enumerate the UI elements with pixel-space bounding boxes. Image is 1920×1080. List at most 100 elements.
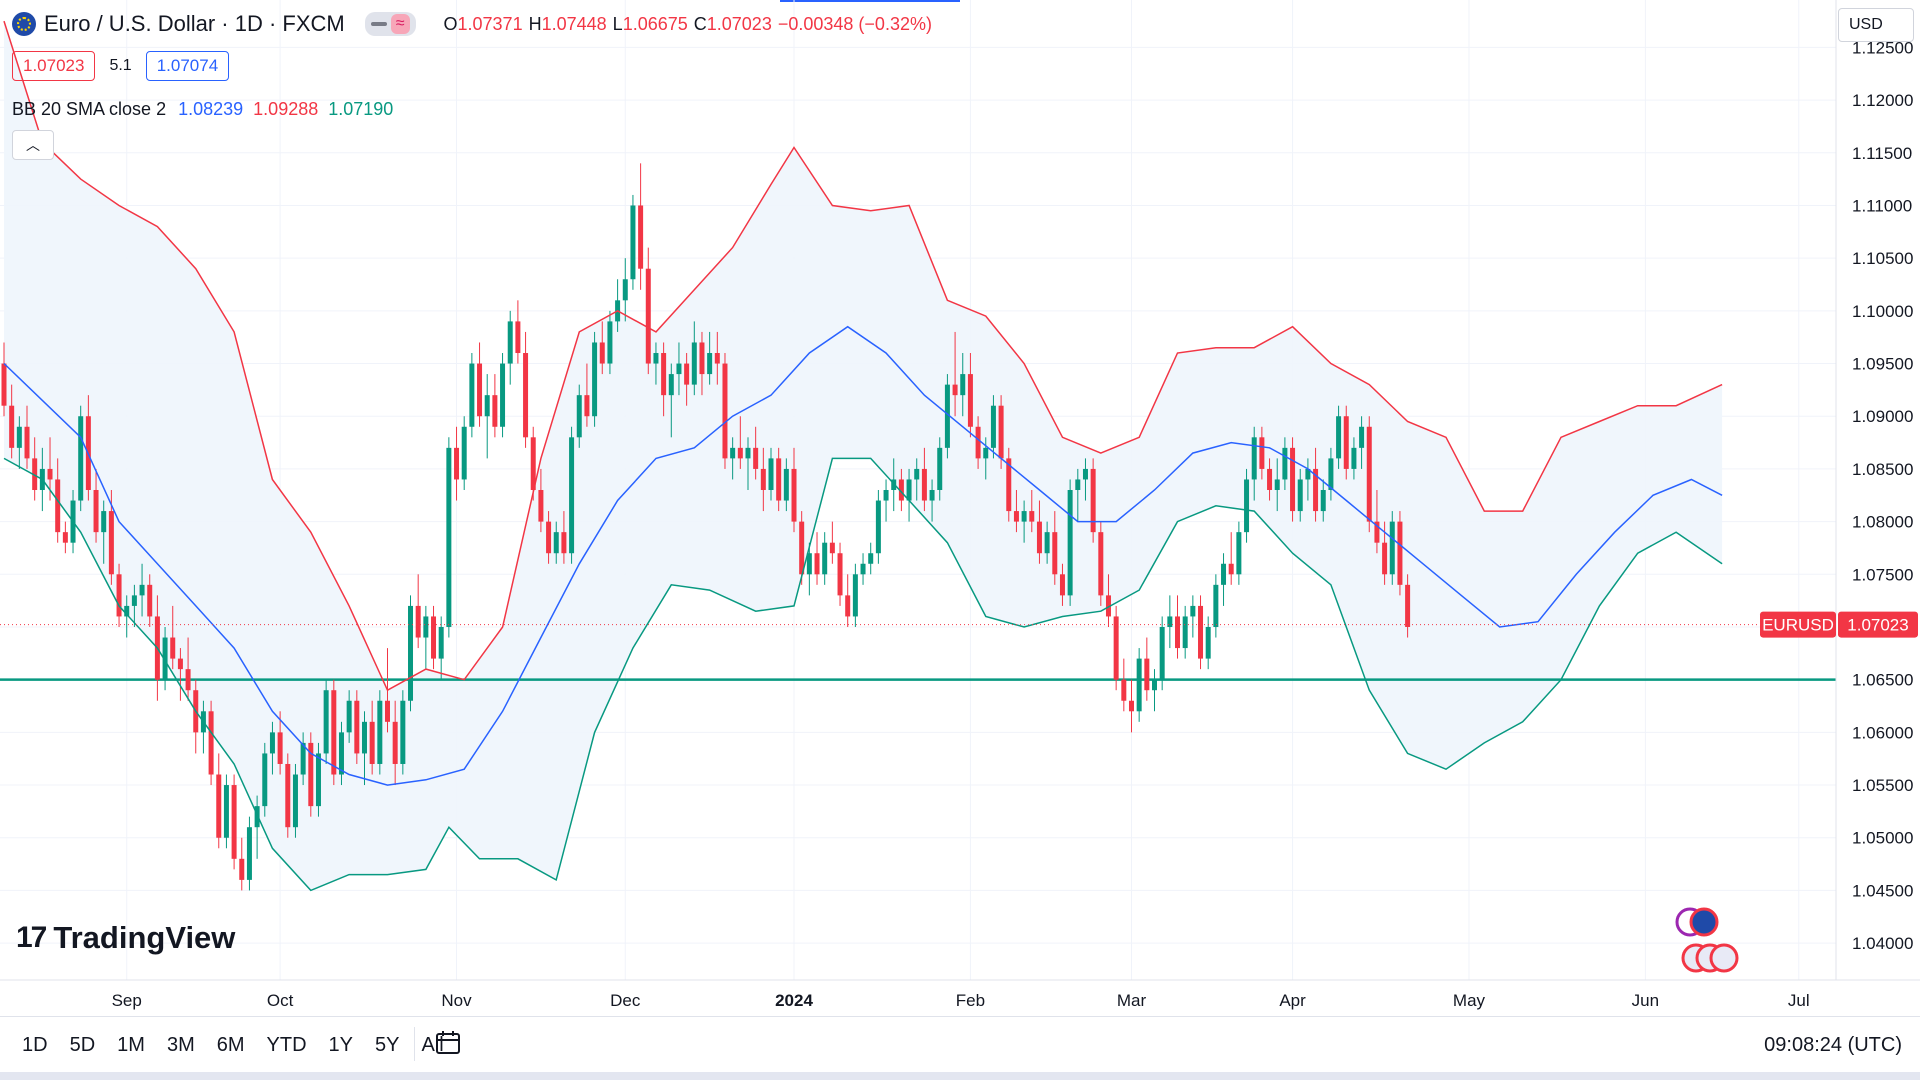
candle[interactable] [1152, 669, 1157, 712]
candle[interactable] [983, 437, 989, 480]
candle[interactable] [760, 447, 766, 512]
candle[interactable] [78, 405, 84, 512]
candle[interactable] [1389, 511, 1395, 585]
candle[interactable] [921, 447, 927, 512]
candle[interactable] [1297, 468, 1303, 522]
candle[interactable] [638, 163, 644, 290]
candle[interactable] [584, 363, 590, 427]
candle[interactable] [323, 679, 329, 764]
candle[interactable] [1075, 468, 1081, 522]
candle[interactable] [806, 542, 812, 596]
candle[interactable] [1013, 490, 1019, 533]
candle[interactable] [699, 331, 705, 396]
candle[interactable] [62, 521, 68, 554]
candle[interactable] [223, 774, 229, 849]
candle[interactable] [1351, 437, 1357, 480]
candle[interactable] [254, 795, 260, 859]
range-button-1d[interactable]: 1D [22, 1033, 48, 1056]
candle[interactable] [1036, 500, 1042, 564]
candle[interactable] [822, 532, 828, 585]
candle[interactable] [1144, 637, 1150, 701]
candle[interactable] [408, 595, 414, 712]
candle[interactable] [1006, 447, 1012, 522]
candle[interactable] [783, 458, 789, 512]
candle[interactable] [1175, 595, 1181, 659]
range-button-6m[interactable]: 6M [216, 1033, 245, 1056]
wave-icon[interactable]: ≈ [390, 14, 410, 34]
symbol-title[interactable]: Euro / U.S. Dollar · 1D · FXCM [44, 11, 345, 36]
candle[interactable] [1336, 405, 1342, 469]
candle[interactable] [1305, 458, 1311, 501]
candle[interactable] [837, 542, 843, 606]
range-button-5d[interactable]: 5D [69, 1033, 96, 1056]
candle[interactable] [315, 742, 321, 817]
candle[interactable] [975, 416, 981, 469]
candle[interactable] [292, 763, 298, 838]
candle[interactable] [24, 405, 30, 469]
candle[interactable] [369, 700, 375, 775]
candle[interactable] [1274, 458, 1280, 512]
collapse-legend-button[interactable]: ︿ [12, 130, 54, 160]
candle[interactable] [338, 721, 344, 786]
candle[interactable] [745, 437, 751, 490]
candle[interactable] [16, 416, 22, 469]
candle[interactable] [246, 816, 252, 891]
candle[interactable] [722, 353, 728, 469]
candle[interactable] [423, 605, 429, 670]
indicator-legend-row[interactable]: BB 20 SMA close 2 1.08239 1.09288 1.0719… [12, 96, 403, 122]
candle[interactable] [262, 742, 268, 817]
range-button-3m[interactable]: 3M [166, 1033, 195, 1056]
candle[interactable] [1067, 479, 1073, 606]
candle[interactable] [1182, 605, 1188, 659]
candle[interactable] [461, 416, 467, 490]
candle[interactable] [361, 711, 367, 786]
candle[interactable] [1044, 521, 1050, 564]
candle[interactable] [768, 447, 774, 501]
candle[interactable] [653, 342, 659, 385]
buy-price-button[interactable]: 1.07074 [145, 51, 230, 81]
candle[interactable] [561, 511, 567, 564]
candle[interactable] [753, 426, 759, 480]
candle[interactable] [906, 468, 912, 522]
price-chart[interactable]: 1.12500 1.12000 1.11500 1.11000 1.10500 1.100… [0, 0, 1920, 1016]
candle[interactable] [1343, 405, 1349, 480]
candle[interactable] [1244, 468, 1250, 543]
candle[interactable] [553, 521, 559, 564]
candle[interactable] [1236, 521, 1242, 585]
candle[interactable] [1397, 511, 1403, 596]
candle[interactable] [599, 321, 605, 375]
candle[interactable] [392, 700, 398, 786]
candle[interactable] [829, 521, 835, 564]
candle[interactable] [1213, 574, 1219, 638]
candle[interactable] [875, 490, 881, 564]
eu-flag-icon[interactable] [1689, 907, 1719, 937]
candle[interactable] [1059, 563, 1065, 606]
candle[interactable] [32, 437, 38, 501]
candle[interactable] [1374, 490, 1380, 554]
candle[interactable] [400, 690, 406, 775]
candle[interactable] [569, 426, 575, 564]
candle[interactable] [898, 468, 904, 512]
candle[interactable] [645, 247, 651, 375]
candle[interactable] [530, 426, 536, 501]
candle[interactable] [377, 690, 383, 775]
candle[interactable] [1259, 426, 1265, 480]
candle[interactable] [500, 353, 506, 438]
candle[interactable] [1282, 437, 1288, 490]
price-axis[interactable]: 1.12500 1.12000 1.11500 1.11000 1.10500 1.100… [1852, 38, 1913, 953]
candle[interactable] [216, 753, 222, 849]
candle[interactable] [1029, 490, 1035, 533]
time-axis[interactable]: Sep Oct Nov Dec 2024 Feb Mar Apr May Jun Jul [112, 991, 1810, 1010]
candle[interactable] [515, 300, 521, 364]
candle[interactable] [1328, 447, 1334, 501]
candle[interactable] [883, 479, 889, 522]
candle[interactable] [1198, 595, 1204, 670]
candle[interactable] [944, 374, 950, 459]
candle[interactable] [776, 447, 782, 512]
candle[interactable] [730, 437, 736, 480]
candle[interactable] [1251, 426, 1257, 501]
candle[interactable] [929, 479, 935, 522]
candle[interactable] [1320, 479, 1326, 522]
candle[interactable] [952, 331, 958, 417]
candle[interactable] [707, 331, 713, 385]
